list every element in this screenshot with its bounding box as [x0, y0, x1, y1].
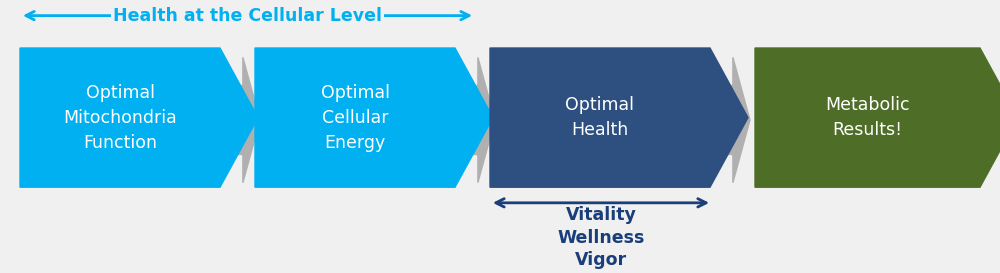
Text: Health at the Cellular Level: Health at the Cellular Level: [113, 7, 382, 25]
Polygon shape: [457, 57, 495, 183]
Polygon shape: [222, 57, 260, 183]
Polygon shape: [20, 48, 258, 187]
Polygon shape: [255, 48, 493, 187]
Text: Optimal
Health: Optimal Health: [566, 96, 635, 139]
Polygon shape: [712, 57, 750, 183]
Polygon shape: [490, 48, 748, 187]
Text: Optimal
Mitochondria
Function: Optimal Mitochondria Function: [63, 84, 177, 152]
Text: Optimal
Cellular
Energy: Optimal Cellular Energy: [320, 84, 390, 152]
Polygon shape: [755, 48, 1000, 187]
Text: Metabolic
Results!: Metabolic Results!: [825, 96, 910, 139]
Text: Vitality
Wellness
Vigor: Vitality Wellness Vigor: [557, 206, 645, 269]
